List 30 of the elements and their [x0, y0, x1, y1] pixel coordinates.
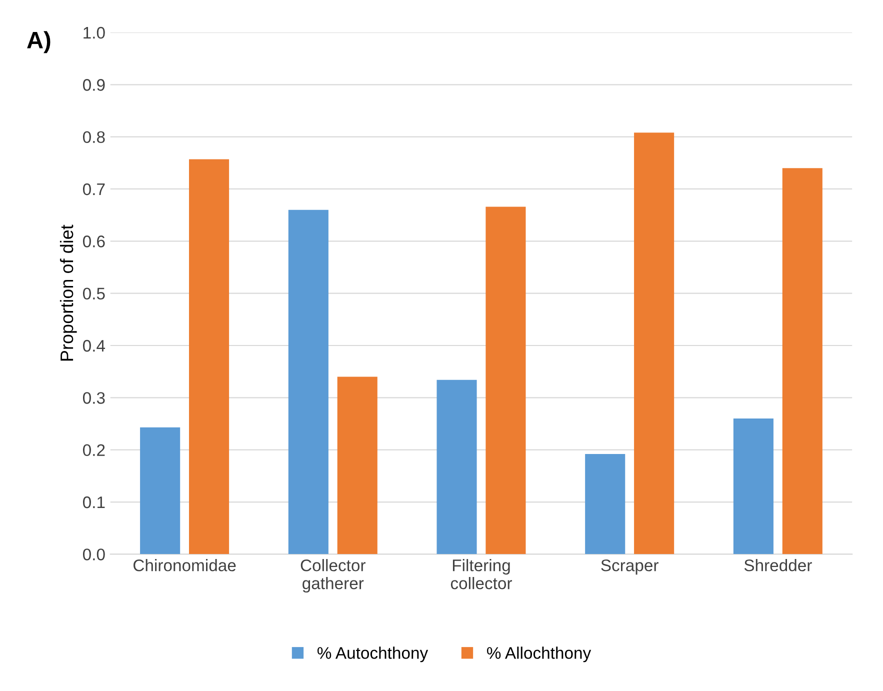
bar — [140, 427, 180, 554]
bar — [733, 418, 774, 554]
y-tick-label: 0.0 — [83, 548, 105, 560]
x-tick-label: Scraper — [601, 559, 658, 575]
x-tick-label: Chironomidae — [134, 559, 236, 572]
bar — [634, 132, 674, 554]
x-tick-label: Shredder — [744, 559, 812, 572]
y-tick-label: 1.0 — [84, 26, 105, 39]
bar — [188, 159, 230, 554]
bar — [337, 376, 378, 554]
bar — [288, 210, 328, 554]
x-tick-label: Filtering collector — [450, 559, 512, 590]
x-tick-label: Collector gatherer — [300, 559, 366, 593]
legend-label: % Allochthony — [487, 646, 592, 662]
bar — [585, 454, 626, 554]
y-tick-label: 0.5 — [83, 288, 105, 300]
text: A) — [27, 31, 50, 54]
y-axis-title: Proportion of diet — [60, 224, 77, 361]
y-tick-label: 0.1 — [83, 496, 105, 508]
y-tick-label: 0.8 — [83, 131, 105, 144]
y-tick-label: 0.3 — [83, 392, 105, 404]
y-tick-label: 0.2 — [83, 444, 105, 456]
legend-label: % Autochthony — [317, 646, 428, 662]
y-tick-label: 0.7 — [83, 183, 105, 196]
y-tick-label: 0.4 — [83, 340, 106, 352]
bar — [782, 168, 822, 554]
bar — [486, 206, 526, 554]
bar — [436, 380, 477, 554]
y-tick-label: 0.9 — [83, 79, 105, 91]
y-tick-label: 0.6 — [83, 236, 105, 248]
